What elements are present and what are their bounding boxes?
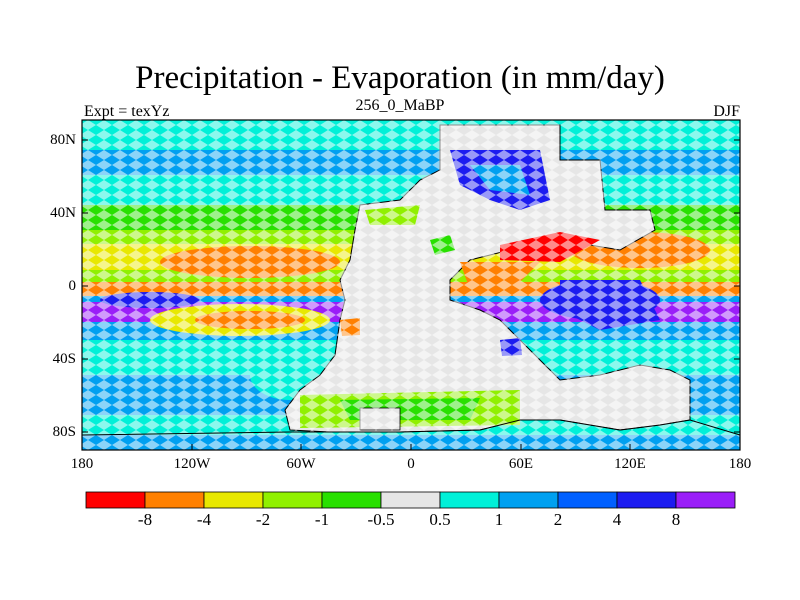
colorbar-swatch (675, 491, 736, 509)
colorbar-swatch (144, 491, 205, 509)
colorbar-swatch (380, 491, 441, 509)
colorbar-swatch (616, 491, 677, 509)
colorbar-label: 8 (671, 510, 681, 529)
colorbar-label: 1 (494, 510, 504, 529)
colorbar-label: -1 (314, 510, 330, 529)
lon-tick-label: 180 (70, 456, 94, 472)
colorbar-label: -8 (137, 510, 153, 529)
colorbar-swatch (262, 491, 323, 509)
lon-tick-label: 60E (508, 456, 534, 472)
colorbar-label: 2 (553, 510, 563, 529)
colorbar-label: 4 (612, 510, 622, 529)
lat-tick-label: 40N (50, 205, 76, 221)
lon-tick-label: 120W (173, 456, 211, 472)
axis-ticks (81, 139, 741, 450)
lon-tick-label: 120E (614, 456, 646, 472)
lon-tick-label: 180 (728, 456, 752, 472)
season-label: DJF (713, 103, 740, 120)
colorbar-label: -0.5 (367, 510, 395, 529)
lat-tick-label: 80N (50, 132, 76, 148)
map-subtitle: 256_0_MaBP (355, 97, 445, 114)
experiment-label: Expt = texYz (84, 103, 170, 120)
colorbar (85, 491, 736, 509)
lon-tick-label: 0 (407, 456, 415, 472)
colorbar-swatch (321, 491, 382, 509)
map-plot-area (81, 120, 741, 450)
colorbar-swatch (439, 491, 500, 509)
lat-tick-label: 40S (52, 351, 76, 367)
lat-tick-label: 0 (68, 278, 77, 294)
colorbar-swatch (203, 491, 264, 509)
colorbar-label: -4 (196, 510, 212, 529)
lon-tick-label: 60W (286, 456, 316, 472)
lat-tick-label: 80S (52, 424, 76, 440)
colorbar-label: -2 (255, 510, 271, 529)
colorbar-swatch (85, 491, 146, 509)
colorbar-swatch (498, 491, 559, 509)
colorbar-swatch (557, 491, 618, 509)
map-title: Precipitation - Evaporation (in mm/day) (135, 60, 665, 96)
colorbar-label: 0.5 (429, 510, 451, 529)
